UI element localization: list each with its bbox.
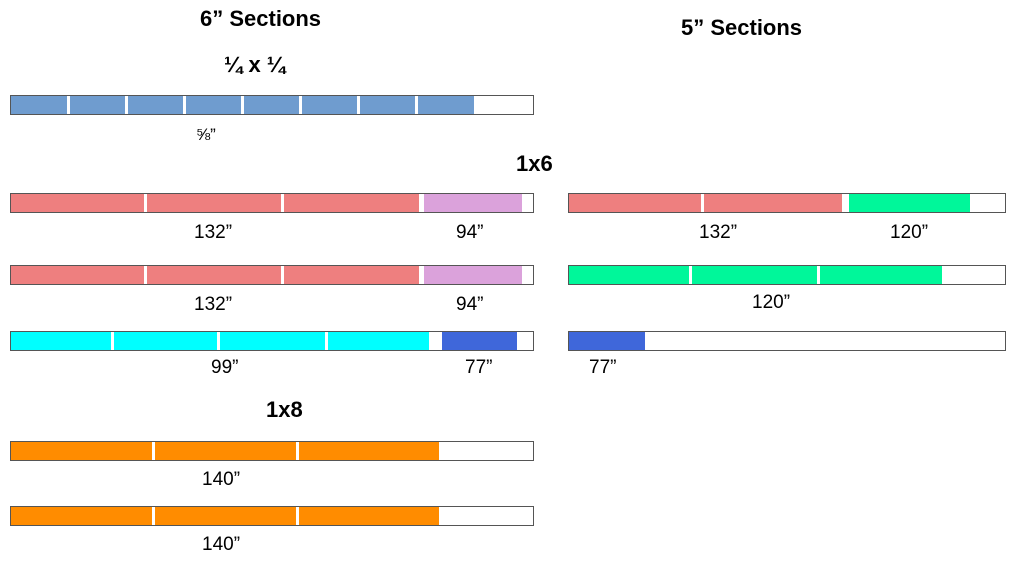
heading-5-inch-sections: 5” Sections — [681, 15, 803, 40]
spring-green-segment — [569, 266, 942, 284]
spring-green-segment — [849, 194, 970, 212]
segment-divider — [419, 266, 422, 284]
segment-divider — [125, 96, 128, 114]
quarter-bar-label: ⅝” — [196, 125, 216, 144]
segment-divider — [241, 96, 244, 114]
segment-divider — [281, 194, 284, 212]
segment-divider — [183, 96, 186, 114]
royal-blue-segment — [442, 332, 517, 350]
segment-divider — [689, 266, 692, 284]
segment-divider — [296, 442, 299, 460]
segment-divider — [144, 266, 147, 284]
salmon-segment — [11, 266, 422, 284]
one-by-eight-row-1-label: 140” — [202, 469, 241, 490]
segment-divider — [111, 332, 114, 350]
segment-divider — [67, 96, 70, 114]
six-inch-row-3-right-label: 77” — [465, 357, 493, 378]
segment-divider — [299, 96, 302, 114]
orange-segment — [11, 507, 439, 525]
orange-segment — [11, 442, 439, 460]
five-inch-1x6-row-3 — [568, 331, 1006, 351]
segment-divider — [152, 507, 155, 525]
six-inch-row-1-left-label: 132” — [194, 222, 233, 243]
one-by-eight-row-2 — [10, 506, 534, 526]
six-inch-row-3-left-label: 99” — [211, 357, 239, 378]
segment-divider — [701, 194, 704, 212]
segment-divider — [152, 442, 155, 460]
segment-divider — [415, 96, 418, 114]
segment-divider — [419, 194, 422, 212]
salmon-segment — [569, 194, 842, 212]
five-inch-row-1-left-label: 132” — [699, 222, 738, 243]
one-by-eight-row-1 — [10, 441, 534, 461]
one-by-eight-row-2-label: 140” — [202, 534, 241, 555]
quarter-bar — [10, 95, 534, 115]
heading-6-inch-sections: 6” Sections — [200, 6, 322, 31]
violet-segment — [424, 266, 522, 284]
heading-1x8: 1x8 — [266, 397, 303, 422]
six-inch-1x6-row-2 — [10, 265, 534, 285]
segment-divider — [281, 266, 284, 284]
five-inch-1x6-row-1 — [568, 193, 1006, 213]
heading-1x6: 1x6 — [516, 151, 553, 176]
salmon-segment — [11, 194, 422, 212]
royal-blue-segment — [569, 332, 645, 350]
segment-divider — [144, 194, 147, 212]
violet-segment — [424, 194, 522, 212]
cyan-segment — [11, 332, 429, 350]
segment-divider — [357, 96, 360, 114]
six-inch-row-2-right-label: 94” — [456, 294, 484, 315]
segment-divider — [817, 266, 820, 284]
segment-divider — [325, 332, 328, 350]
segment-divider — [217, 332, 220, 350]
six-inch-1x6-row-1 — [10, 193, 534, 213]
five-inch-row-1-right-label: 120” — [890, 222, 929, 243]
five-inch-row-2-label: 120” — [752, 292, 791, 313]
heading-quarter-by-quarter: ¼ x ¼ — [224, 52, 286, 77]
five-inch-1x6-row-2 — [568, 265, 1006, 285]
six-inch-row-2-left-label: 132” — [194, 294, 233, 315]
segment-divider — [296, 507, 299, 525]
six-inch-row-1-right-label: 94” — [456, 222, 484, 243]
six-inch-1x6-row-3 — [10, 331, 534, 351]
five-inch-row-3-label: 77” — [589, 357, 617, 378]
